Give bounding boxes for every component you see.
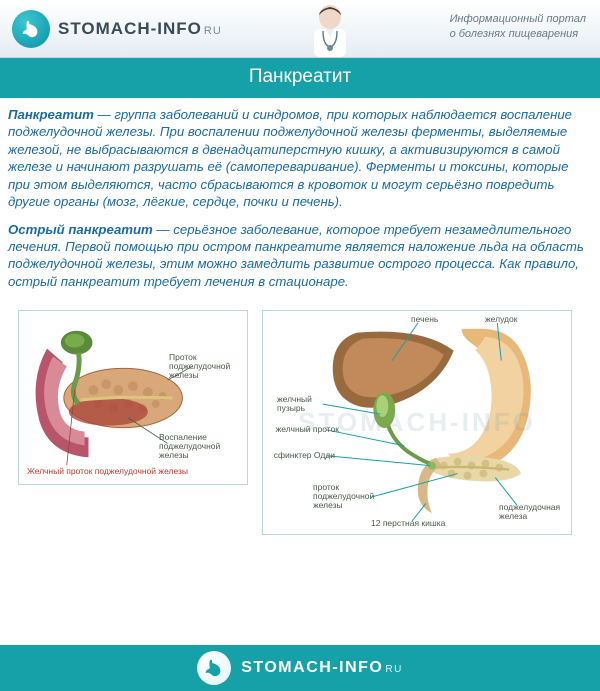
tagline-line-1: Информационный портал: [450, 12, 586, 27]
label-inflammation: Воспалениеподжелудочнойжелезы: [159, 433, 245, 460]
diagram-digestive-anatomy: STOMACH-INFO: [262, 310, 572, 535]
header-site-name: STOMACH-INFORU: [58, 19, 222, 39]
tagline-line-2: о болезнях пищеварения: [450, 27, 586, 42]
paragraph-1: Панкреатит — группа заболеваний и синдро…: [8, 106, 592, 211]
label-stomach: желудок: [485, 315, 517, 324]
diagram-row: Проток поджелудочнойжелезы Воспалениепод…: [0, 306, 600, 541]
header-logo: STOMACH-INFORU: [12, 10, 222, 48]
article-title-bar: Панкреатит: [0, 58, 600, 98]
label-bile-duct: Желчный проток поджелудочной железы: [27, 467, 237, 476]
footer-name-text: STOMACH-INFO: [241, 659, 383, 676]
site-header: STOMACH-INFORU Информационный портал о б…: [0, 0, 600, 58]
article-body: Панкреатит — группа заболеваний и синдро…: [0, 98, 600, 306]
site-domain-suffix: RU: [204, 25, 222, 37]
header-tagline: Информационный портал о болезнях пищевар…: [450, 12, 586, 42]
term-acute-pancreatitis: Острый панкреатит: [8, 222, 153, 237]
paragraph-1-body: — группа заболеваний и синдромов, при ко…: [8, 107, 572, 209]
article-title: Панкреатит: [249, 66, 351, 87]
label-pancreatic-duct-2: протокподжелудочнойжелезы: [313, 483, 383, 510]
stomach-logo-icon: [12, 10, 50, 48]
label-bile-duct-2: желчный проток: [269, 425, 339, 434]
footer-domain-suffix: RU: [385, 664, 402, 675]
label-sphincter: сфинктер Одди: [269, 451, 335, 460]
label-pancreatic-duct: Проток поджелудочнойжелезы: [169, 353, 245, 380]
footer-stomach-logo-icon: [197, 651, 231, 685]
label-liver: печень: [411, 315, 438, 324]
label-gallbladder: желчныйпузырь: [277, 395, 327, 413]
site-footer: STOMACH-INFORU: [0, 645, 600, 691]
diagram-pancreas-inflammation: Проток поджелудочнойжелезы Воспалениепод…: [18, 310, 248, 485]
doctor-illustration: [290, 1, 370, 57]
footer-site-name: STOMACH-INFORU: [241, 659, 403, 677]
term-pancreatitis: Панкреатит: [8, 107, 94, 122]
label-pancreas: поджелудочнаяжелеза: [499, 503, 571, 521]
paragraph-2: Острый панкреатит — серьёзное заболевани…: [8, 221, 592, 291]
site-name-text: STOMACH-INFO: [58, 19, 202, 38]
label-duodenum: 12 перстная кишка: [371, 519, 445, 528]
